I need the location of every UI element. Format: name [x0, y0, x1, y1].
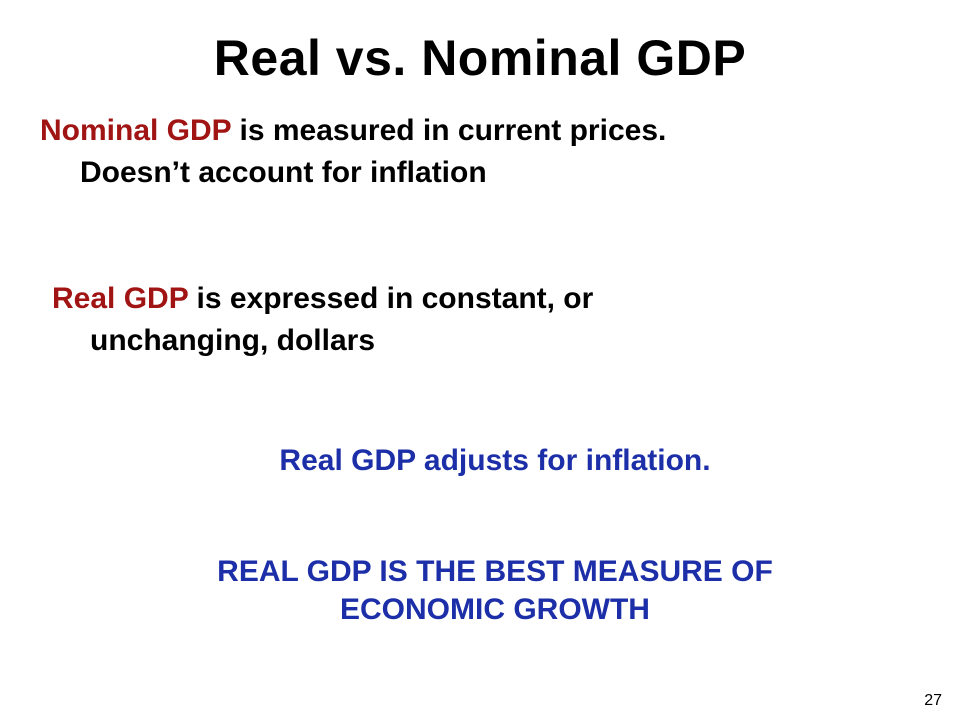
nominal-gdp-definition: is measured in current prices. [231, 114, 667, 147]
conclusion: REAL GDP IS THE BEST MEASURE OF ECONOMIC… [0, 553, 960, 629]
conclusion-line-2: ECONOMIC GROWTH [340, 593, 650, 626]
nominal-gdp-note: Doesn’t account for inflation [80, 156, 487, 189]
nominal-gdp-term: Nominal GDP [40, 114, 232, 147]
real-gdp-term: Real GDP [52, 282, 189, 315]
real-gdp-definition-continued: unchanging, dollars [90, 324, 376, 357]
nominal-gdp-paragraph: Nominal GDP is measured in current price… [40, 110, 940, 194]
page-number: 27 [924, 692, 942, 709]
real-gdp-definition: is expressed in constant, or [188, 282, 594, 315]
real-gdp-paragraph: Real GDP is expressed in constant, or un… [52, 278, 932, 362]
slide-title: Real vs. Nominal GDP [213, 30, 747, 86]
inflation-statement: Real GDP adjusts for inflation. [279, 444, 711, 477]
conclusion-line-1: REAL GDP IS THE BEST MEASURE OF [217, 555, 773, 588]
